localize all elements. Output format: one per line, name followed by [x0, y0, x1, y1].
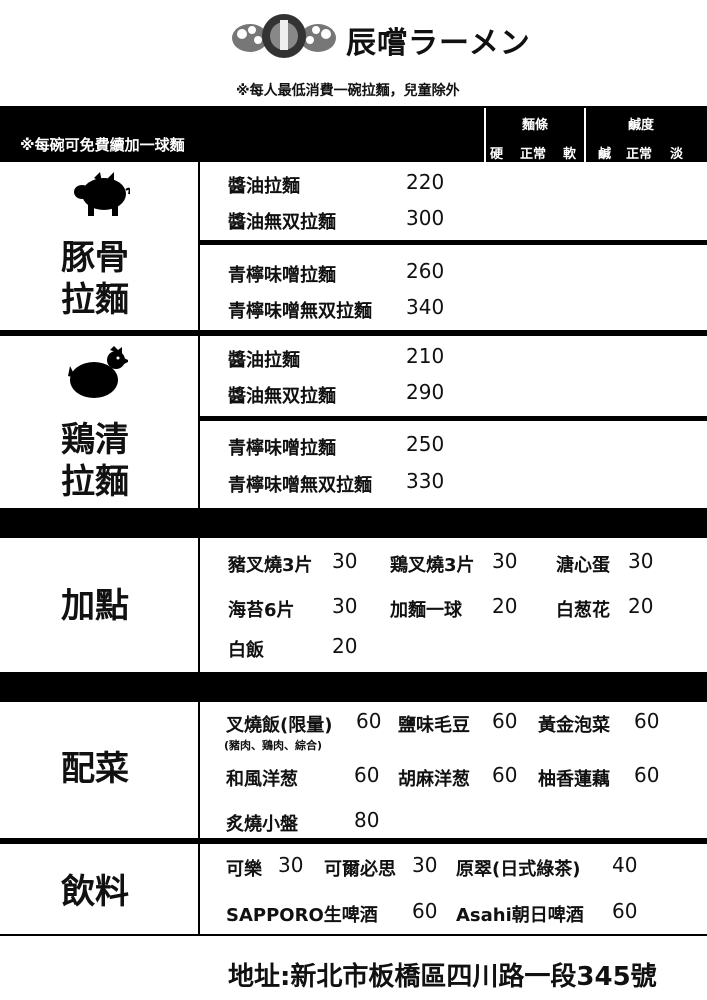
side-price: 80 [354, 808, 380, 832]
drink-price: 30 [412, 853, 438, 877]
chicken-title-line2: 拉麵 [61, 462, 129, 502]
menu-item-name: 青檸味噌拉麵 [228, 265, 336, 286]
subsection-divider [200, 240, 707, 245]
addon-price: 20 [628, 594, 654, 618]
section-separator [0, 838, 707, 844]
header-bar [0, 106, 707, 162]
side-price: 60 [634, 763, 660, 787]
side-name: 鹽味毛豆 [398, 715, 470, 736]
tonkotsu-title-line2: 拉麵 [61, 280, 129, 320]
menu-item-price: 330 [406, 469, 445, 493]
drink-name: 原翠(日式綠茶) [456, 859, 581, 880]
addon-price: 20 [332, 634, 358, 658]
side-price: 60 [492, 763, 518, 787]
side-price: 60 [492, 709, 518, 733]
side-name: 柚香蓮藕 [538, 769, 610, 790]
address: 地址:新北市板橋區四川路一段345號 [228, 962, 657, 992]
menu-item-price: 250 [406, 432, 445, 456]
drink-price: 30 [278, 853, 304, 877]
side-name: 和風洋葱 [226, 769, 298, 790]
drinks-title: 飲料 [61, 872, 129, 912]
addons-title: 加點 [61, 586, 129, 626]
rice-options-note: (豬肉、鶏肉、綜合) [224, 739, 323, 752]
footer-rule [0, 934, 707, 936]
addon-name: 加麵一球 [390, 600, 462, 621]
menu-item-price: 210 [406, 344, 445, 368]
section-divider [198, 162, 200, 936]
subsection-divider [200, 416, 707, 421]
addon-price: 30 [492, 549, 518, 573]
menu-item-name: 青檸味噌無双拉麵 [228, 475, 372, 496]
section-band [0, 672, 707, 702]
menu-item-name: 青檸味噌拉麵 [228, 438, 336, 459]
menu-item-name: 青檸味噌無双拉麵 [228, 301, 372, 322]
drink-price: 60 [612, 899, 638, 923]
menu-item-name: 醬油拉麵 [228, 176, 300, 197]
chicken-title-line1: 鶏清 [61, 420, 129, 460]
chicken-icon [66, 346, 130, 406]
noodle-header-title: 麵條 [521, 118, 548, 133]
refill-note: ※每碗可免費續加一球麵 [20, 136, 185, 154]
side-price: 60 [634, 709, 660, 733]
addon-price: 30 [628, 549, 654, 573]
section-separator [0, 330, 707, 336]
side-name: 胡麻洋葱 [398, 769, 470, 790]
drink-name: SAPPORO生啤酒 [226, 905, 378, 926]
salt-option: 正常 [626, 147, 653, 162]
addon-name: 海苔6片 [228, 600, 295, 621]
addon-price: 30 [332, 594, 358, 618]
side-price: 60 [356, 709, 382, 733]
drink-name: Asahi朝日啤酒 [456, 905, 584, 926]
menu-item-price: 220 [406, 170, 445, 194]
menu-item-price: 290 [406, 380, 445, 404]
menu-item-price: 340 [406, 295, 445, 319]
side-price: 60 [354, 763, 380, 787]
menu-item-price: 260 [406, 259, 445, 283]
menu-item-name: 醬油無双拉麵 [228, 386, 336, 407]
addon-name: 豬叉燒3片 [228, 555, 313, 576]
brand-name: 辰嚐ラーメン [346, 26, 531, 61]
menu-item-name: 醬油無双拉麵 [228, 212, 336, 233]
addon-price: 20 [492, 594, 518, 618]
minimum-order-note: ※每人最低消費一碗拉麵，兒童除外 [236, 83, 460, 99]
section-band [0, 508, 707, 538]
tonkotsu-title-line1: 豚骨 [61, 238, 129, 278]
addon-name: 白葱花 [556, 600, 610, 621]
salt-option: 淡 [670, 147, 684, 162]
noodle-option: 軟 [563, 147, 577, 162]
salt-option: 鹹 [598, 147, 612, 162]
drink-name: 可爾必思 [324, 859, 396, 880]
drink-price: 40 [612, 853, 638, 877]
pig-icon [74, 170, 131, 222]
side-name: 叉燒飯(限量) [226, 715, 333, 736]
side-name: 黃金泡菜 [538, 715, 610, 736]
header-divider [484, 108, 486, 162]
side-name: 炙燒小盤 [226, 814, 298, 835]
drink-name: 可樂 [226, 859, 262, 880]
menu-item-price: 300 [406, 206, 445, 230]
brand-logo [228, 10, 340, 62]
sides-title: 配菜 [61, 749, 129, 789]
addon-name: 溏心蛋 [556, 555, 610, 576]
addon-price: 30 [332, 549, 358, 573]
header-divider [584, 108, 586, 162]
menu-item-name: 醬油拉麵 [228, 350, 300, 371]
addon-name: 白飯 [228, 640, 264, 661]
salt-header-title: 鹹度 [627, 118, 654, 133]
noodle-option: 硬 [490, 147, 504, 162]
addon-name: 鶏叉燒3片 [390, 555, 475, 576]
drink-price: 60 [412, 899, 438, 923]
noodle-option: 正常 [520, 147, 547, 162]
